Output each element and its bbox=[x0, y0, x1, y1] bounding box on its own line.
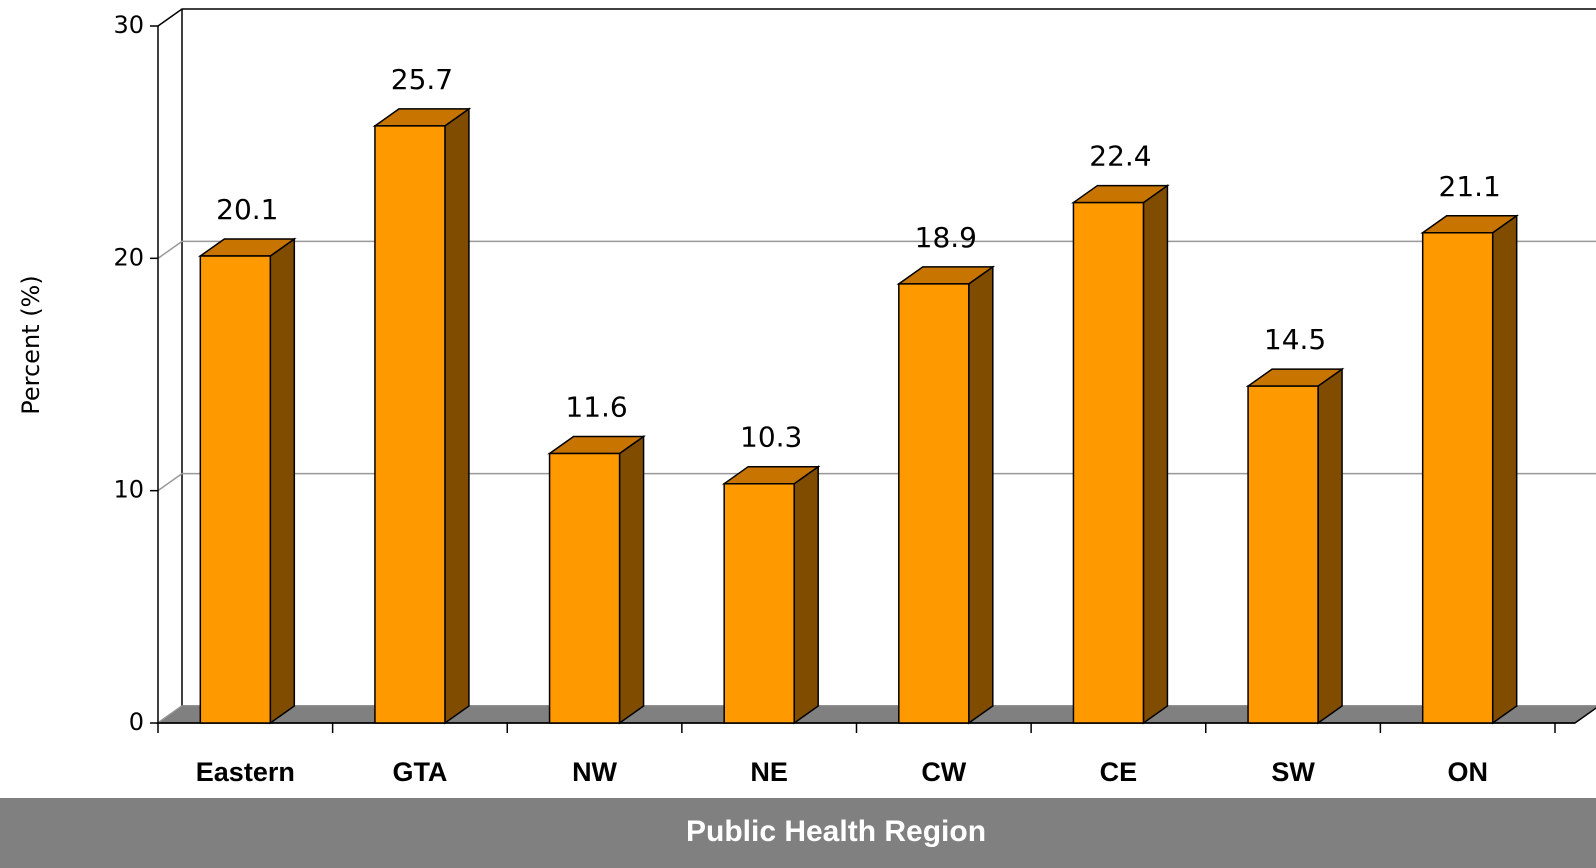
bar-front bbox=[548, 452, 621, 724]
y-axis-label: Percent (%) bbox=[17, 275, 45, 414]
bar bbox=[372, 107, 472, 725]
x-tick-label: SW bbox=[1271, 757, 1315, 787]
bar bbox=[547, 435, 646, 725]
bar-front bbox=[898, 283, 970, 724]
bar-front bbox=[1421, 232, 1494, 724]
bar-front bbox=[199, 255, 272, 724]
bar bbox=[197, 237, 297, 725]
bar-front bbox=[1072, 201, 1145, 724]
value-label: 18.9 bbox=[915, 221, 977, 254]
bar-side bbox=[269, 237, 296, 725]
bar bbox=[1420, 214, 1520, 725]
value-label: 11.6 bbox=[565, 390, 627, 423]
grid-line bbox=[157, 240, 1596, 259]
value-label: 10.3 bbox=[740, 421, 802, 454]
bar-side bbox=[1142, 184, 1169, 725]
value-label: 25.7 bbox=[391, 63, 453, 96]
bar-front bbox=[374, 125, 446, 724]
x-tick-label: ON bbox=[1447, 757, 1488, 787]
x-axis-label: Public Health Region bbox=[686, 815, 986, 848]
bar-front bbox=[1247, 385, 1319, 724]
bar-side bbox=[1317, 367, 1343, 725]
bar-side bbox=[444, 107, 470, 725]
bar bbox=[1071, 184, 1170, 725]
bar-side bbox=[618, 435, 645, 725]
y-tick-label: 0 bbox=[129, 708, 144, 736]
grid-line bbox=[157, 472, 1596, 492]
bar-side bbox=[968, 265, 994, 725]
y-tick-label: 10 bbox=[113, 476, 144, 504]
bar-front bbox=[723, 482, 795, 724]
value-label: 21.1 bbox=[1439, 170, 1501, 203]
bar bbox=[896, 265, 996, 725]
floor bbox=[155, 705, 1596, 724]
y-tick-label: 30 bbox=[113, 11, 144, 39]
y-tick-label: 20 bbox=[113, 243, 144, 271]
value-label: 14.5 bbox=[1264, 323, 1326, 356]
bar-side bbox=[1491, 214, 1518, 725]
x-tick-label: NW bbox=[572, 757, 617, 787]
bar bbox=[721, 465, 821, 725]
x-label-band bbox=[0, 798, 1596, 868]
x-tick-label: CE bbox=[1100, 757, 1138, 787]
x-tick-label: GTA bbox=[392, 757, 447, 787]
value-label: 20.1 bbox=[216, 193, 278, 226]
value-label: 22.4 bbox=[1089, 140, 1151, 173]
x-tick-label: Eastern bbox=[196, 757, 295, 787]
bar-side bbox=[793, 465, 819, 725]
x-tick-label: NE bbox=[750, 757, 788, 787]
grid-line bbox=[157, 8, 1596, 27]
x-tick-label: CW bbox=[921, 757, 966, 787]
bar bbox=[1245, 367, 1345, 725]
